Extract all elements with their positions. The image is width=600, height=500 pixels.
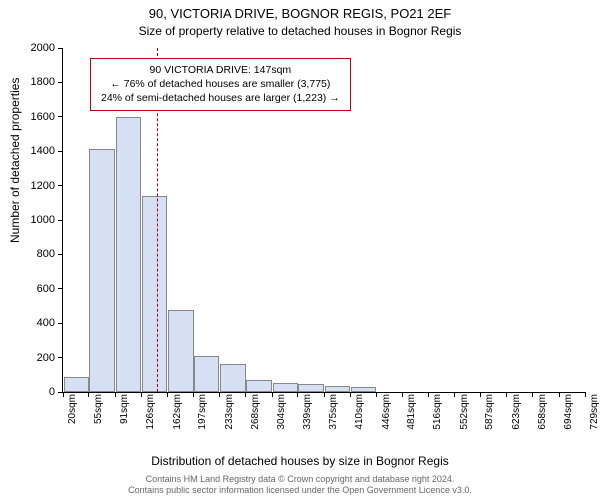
- x-tick: [115, 392, 116, 397]
- chart-container: 90, VICTORIA DRIVE, BOGNOR REGIS, PO21 2…: [0, 0, 600, 500]
- x-tick-label: 410sqm: [354, 394, 365, 430]
- histogram-bar: [168, 310, 194, 392]
- marker-annotation: 90 VICTORIA DRIVE: 147sqm ← 76% of detac…: [90, 58, 351, 111]
- y-tick-label: 2000: [31, 42, 55, 54]
- histogram-bar: [351, 387, 377, 392]
- x-tick-label: 304sqm: [276, 394, 287, 430]
- y-tick-label: 1200: [31, 180, 55, 192]
- y-tick: [58, 254, 63, 255]
- x-tick: [297, 392, 298, 397]
- x-tick: [272, 392, 273, 397]
- y-tick-label: 200: [37, 352, 55, 364]
- x-tick-label: 268sqm: [250, 394, 261, 430]
- x-tick-label: 339sqm: [302, 394, 313, 430]
- x-tick-label: 516sqm: [432, 394, 443, 430]
- histogram-bar: [298, 384, 324, 392]
- x-tick: [219, 392, 220, 397]
- y-tick-label: 1000: [31, 214, 55, 226]
- y-tick: [58, 323, 63, 324]
- annotation-line-3: 24% of semi-detached houses are larger (…: [101, 91, 340, 105]
- y-tick-label: 0: [49, 386, 55, 398]
- x-tick: [245, 392, 246, 397]
- x-tick: [63, 392, 64, 397]
- x-tick-label: 162sqm: [172, 394, 183, 430]
- y-tick: [58, 288, 63, 289]
- x-axis-label: Distribution of detached houses by size …: [0, 454, 600, 468]
- x-tick-label: 20sqm: [67, 394, 78, 424]
- x-tick-label: 375sqm: [328, 394, 339, 430]
- y-tick-label: 1400: [31, 145, 55, 157]
- x-tick: [167, 392, 168, 397]
- x-tick: [350, 392, 351, 397]
- attribution-line-1: Contains HM Land Registry data © Crown c…: [0, 474, 600, 485]
- x-tick-label: 446sqm: [381, 394, 392, 430]
- histogram-bar: [89, 149, 115, 392]
- histogram-bar: [325, 386, 351, 392]
- x-tick-label: 658sqm: [537, 394, 548, 430]
- histogram-bar: [64, 377, 90, 392]
- y-tick-label: 400: [37, 317, 55, 329]
- x-tick-label: 587sqm: [484, 394, 495, 430]
- x-tick-label: 197sqm: [197, 394, 208, 430]
- y-tick-label: 1600: [31, 111, 55, 123]
- x-tick: [480, 392, 481, 397]
- x-tick-label: 91sqm: [119, 394, 130, 424]
- y-tick: [58, 357, 63, 358]
- x-tick: [454, 392, 455, 397]
- y-tick-label: 800: [37, 248, 55, 260]
- x-tick-label: 729sqm: [589, 394, 600, 430]
- y-tick: [58, 116, 63, 117]
- x-tick-label: 623sqm: [511, 394, 522, 430]
- y-tick: [58, 151, 63, 152]
- x-tick-label: 233sqm: [224, 394, 235, 430]
- chart-title-line1: 90, VICTORIA DRIVE, BOGNOR REGIS, PO21 2…: [0, 6, 600, 21]
- x-tick: [402, 392, 403, 397]
- x-tick: [193, 392, 194, 397]
- y-tick: [58, 48, 63, 49]
- x-tick-label: 481sqm: [406, 394, 417, 430]
- y-tick-label: 600: [37, 283, 55, 295]
- x-tick-label: 55sqm: [93, 394, 104, 424]
- x-tick: [88, 392, 89, 397]
- y-tick-label: 1800: [31, 76, 55, 88]
- y-tick: [58, 220, 63, 221]
- annotation-line-2: ← 76% of detached houses are smaller (3,…: [101, 77, 340, 91]
- histogram-bar: [220, 364, 246, 392]
- x-tick: [532, 392, 533, 397]
- x-tick-label: 694sqm: [563, 394, 574, 430]
- y-axis-label: Number of detached properties: [8, 78, 22, 243]
- x-tick: [506, 392, 507, 397]
- x-tick: [428, 392, 429, 397]
- histogram-bar: [194, 356, 220, 392]
- y-tick: [58, 185, 63, 186]
- chart-title-line2: Size of property relative to detached ho…: [0, 24, 600, 38]
- x-tick: [559, 392, 560, 397]
- attribution-line-2: Contains public sector information licen…: [0, 485, 600, 496]
- x-tick-label: 126sqm: [145, 394, 156, 430]
- x-tick: [585, 392, 586, 397]
- y-tick: [58, 82, 63, 83]
- histogram-bar: [116, 117, 142, 392]
- x-tick-label: 552sqm: [459, 394, 470, 430]
- x-tick: [376, 392, 377, 397]
- x-tick: [324, 392, 325, 397]
- histogram-bar: [273, 383, 299, 392]
- histogram-bar: [142, 196, 168, 392]
- attribution: Contains HM Land Registry data © Crown c…: [0, 474, 600, 497]
- x-tick: [141, 392, 142, 397]
- histogram-bar: [246, 380, 272, 392]
- annotation-line-1: 90 VICTORIA DRIVE: 147sqm: [101, 63, 340, 77]
